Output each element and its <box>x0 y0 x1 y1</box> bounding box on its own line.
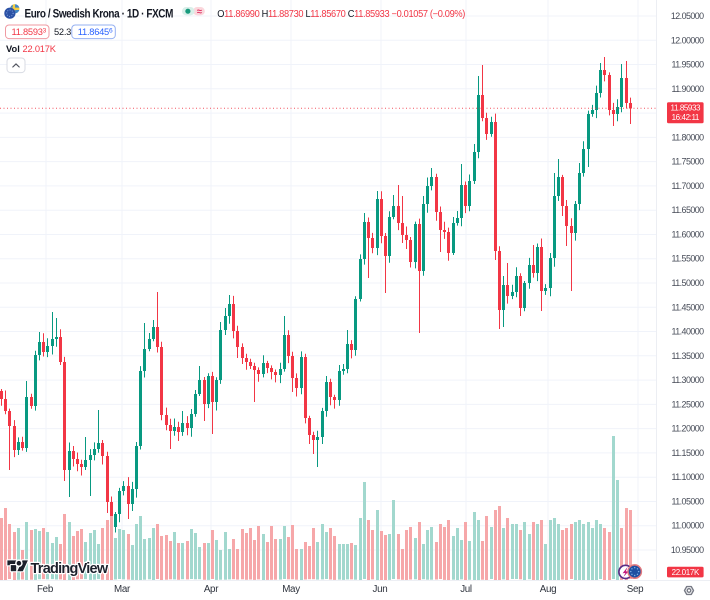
svg-text:11.35000: 11.35000 <box>672 351 705 361</box>
svg-text:11.10000: 11.10000 <box>672 472 705 482</box>
svg-text:11.85933: 11.85933 <box>12 27 47 37</box>
svg-text:Euro / Swedish Krona · 1D · FX: Euro / Swedish Krona · 1D · FXCM <box>25 8 174 21</box>
svg-text:Vol: Vol <box>6 44 20 54</box>
svg-text:Jun: Jun <box>373 584 388 595</box>
svg-text:11.25000: 11.25000 <box>672 399 705 409</box>
svg-text:11.95000: 11.95000 <box>672 60 705 70</box>
svg-text:11.86456: 11.86456 <box>78 27 113 37</box>
svg-text:11.85933: 11.85933 <box>671 103 702 112</box>
svg-text:16:42:11: 16:42:11 <box>672 113 700 122</box>
svg-text:Jul: Jul <box>460 584 472 595</box>
svg-text:12.00000: 12.00000 <box>671 35 704 45</box>
svg-text:Aug: Aug <box>540 584 557 595</box>
svg-text:11.65000: 11.65000 <box>672 205 705 215</box>
svg-text:Feb: Feb <box>37 584 54 595</box>
svg-text:11.45000: 11.45000 <box>672 302 705 312</box>
svg-text:52.3: 52.3 <box>54 27 71 37</box>
svg-text:≈: ≈ <box>197 6 202 17</box>
svg-text:O11.86990 H11.88730 L11.85670: O11.86990 H11.88730 L11.85670 C11.85933 … <box>217 9 465 20</box>
svg-text:22.017K: 22.017K <box>672 568 700 577</box>
svg-text:11.55000: 11.55000 <box>672 254 705 264</box>
svg-text:Sep: Sep <box>627 584 644 595</box>
svg-text:11.80000: 11.80000 <box>672 132 705 142</box>
svg-text:11.30000: 11.30000 <box>672 375 705 385</box>
svg-text:11.40000: 11.40000 <box>672 327 705 337</box>
svg-text:11.75000: 11.75000 <box>672 157 705 167</box>
svg-text:11.20000: 11.20000 <box>672 424 705 434</box>
svg-text:11.15000: 11.15000 <box>672 448 705 458</box>
svg-text:11.60000: 11.60000 <box>672 230 705 240</box>
svg-text:11.70000: 11.70000 <box>672 181 705 191</box>
svg-text:11.00000: 11.00000 <box>672 521 705 531</box>
svg-text:11.50000: 11.50000 <box>672 278 705 288</box>
svg-text:22.017K: 22.017K <box>23 44 57 54</box>
svg-text:Mar: Mar <box>114 584 131 595</box>
svg-text:11.90000: 11.90000 <box>672 84 705 94</box>
svg-text:May: May <box>282 584 300 595</box>
svg-text:TradingView: TradingView <box>31 561 109 577</box>
svg-text:10.95000: 10.95000 <box>671 545 704 555</box>
svg-text:12.05000: 12.05000 <box>671 11 704 21</box>
svg-text:Apr: Apr <box>204 584 219 595</box>
svg-text:11.05000: 11.05000 <box>672 497 705 507</box>
